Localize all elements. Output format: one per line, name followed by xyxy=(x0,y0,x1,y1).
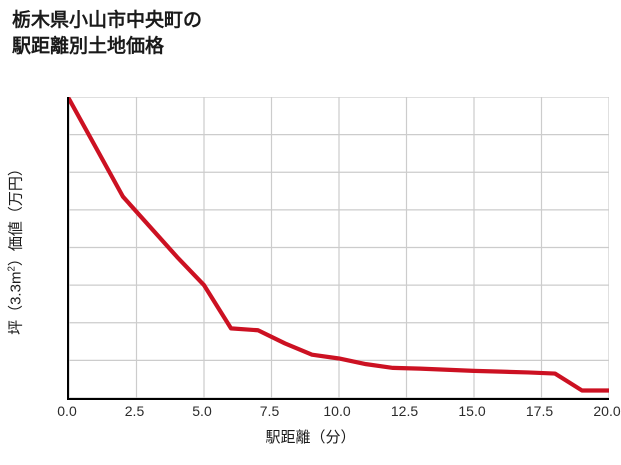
x-tick-label: 2.5 xyxy=(124,403,145,419)
x-axis-label: 駅距離（分） xyxy=(265,429,356,446)
x-tick-label: 5.0 xyxy=(192,403,212,419)
y-axis-label-text: 坪（3.3m2）価値（万円） xyxy=(6,160,25,335)
y-axis-label: 坪（3.3m2）価値（万円） xyxy=(5,161,26,335)
series-line-坪価値 xyxy=(69,97,609,393)
x-tick-label: 0.0 xyxy=(57,403,77,419)
y-axis-label-container: 坪（3.3m2）価値（万円） xyxy=(0,97,30,398)
x-tick-label: 7.5 xyxy=(259,403,280,419)
x-tick-label: 10.0 xyxy=(323,403,351,419)
x-tick-label: 12.5 xyxy=(390,403,419,419)
plot-area xyxy=(67,97,609,400)
data-series-line xyxy=(69,97,609,393)
gridlines xyxy=(69,97,609,398)
x-tick-label: 15.0 xyxy=(458,403,486,419)
x-tick-label: 17.5 xyxy=(525,403,554,419)
x-tick-label: 20.0 xyxy=(593,403,621,419)
plot-svg xyxy=(69,97,609,398)
chart-title: 栃木県小山市中央町の 駅距離別土地価格 xyxy=(12,10,203,57)
